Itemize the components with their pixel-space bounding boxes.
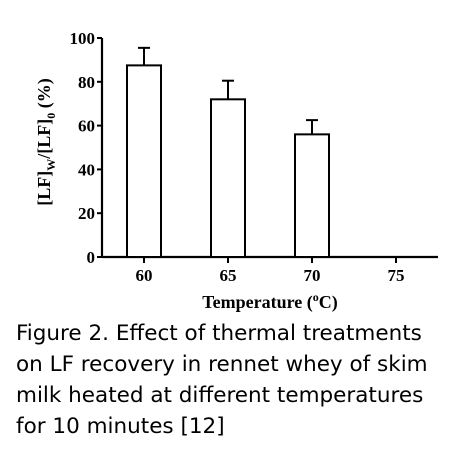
y-tick-label: 100 [70, 29, 96, 48]
bar [294, 133, 330, 258]
x-tick-label: 65 [220, 266, 237, 285]
y-tick-label: 80 [78, 73, 95, 92]
y-axis: 0 20 40 60 80 100 [70, 29, 104, 267]
x-axis: 60 65 70 75 [102, 255, 438, 285]
bar [210, 98, 246, 258]
x-axis-label: Temperature (oC) [202, 290, 337, 313]
bar-chart: 0 20 40 60 80 100 60 65 70 75 [LF]W/[LF]0 (%) Te… [34, 29, 438, 313]
caption-line: on LF recovery in rennet whey of skim [16, 352, 428, 377]
y-tick-label: 40 [78, 160, 95, 179]
caption-line: for 10 minutes [12] [16, 414, 225, 439]
y-axis-label: [LF]W/[LF]0 (%) [34, 78, 58, 206]
x-tick-label: 70 [304, 266, 321, 285]
y-tick-label: 20 [78, 204, 95, 223]
error-bar-series [138, 46, 318, 135]
y-tick-label: 0 [87, 248, 96, 267]
figure-caption: Figure 2. Effect of thermal treatments o… [16, 318, 456, 442]
x-tick-label: 75 [388, 266, 405, 285]
y-tick-label: 60 [78, 117, 95, 136]
x-tick-label: 60 [136, 266, 153, 285]
caption-line: milk heated at different temperatures [16, 383, 424, 408]
bar [126, 64, 162, 258]
caption-line: Figure 2. Effect of thermal treatments [16, 321, 422, 346]
bar-series [126, 64, 330, 258]
